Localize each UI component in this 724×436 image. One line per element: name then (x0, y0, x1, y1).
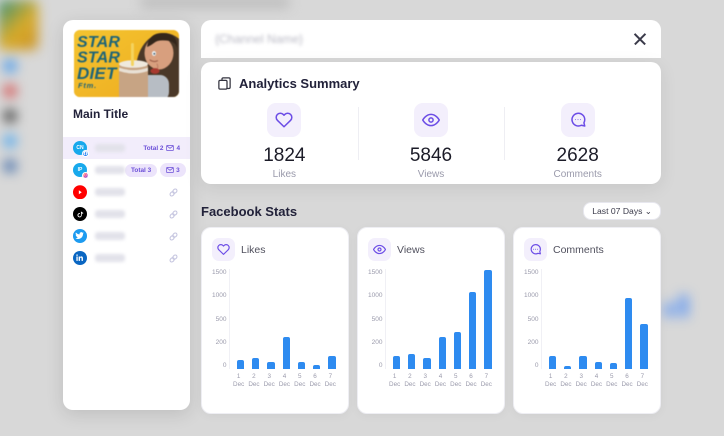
svg-text:STAR: STAR (77, 34, 120, 51)
svg-text:Ftm.: Ftm. (78, 81, 97, 90)
